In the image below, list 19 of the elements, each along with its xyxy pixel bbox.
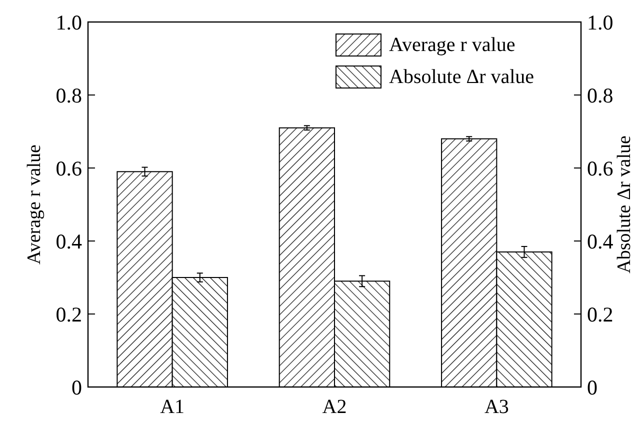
y2-axis-title: Absolute Δr value (614, 136, 635, 274)
y2-tick-label: 0.8 (587, 83, 614, 108)
x-tick-label: A1 (160, 396, 185, 418)
y2-tick-label: 0 (587, 375, 598, 400)
y-tick-label: 0.4 (56, 229, 82, 254)
y-tick-label: 0.8 (56, 83, 82, 108)
y-tick-label: 0.6 (56, 156, 82, 180)
x-tick-label: A3 (484, 396, 509, 418)
y-tick-label: 0 (72, 375, 82, 400)
y2-tick-label: 0.6 (587, 156, 614, 180)
y2-tick-label: 0.2 (587, 302, 614, 326)
x-tick-label: A2 (322, 396, 347, 418)
y-tick-label: 0.2 (56, 302, 82, 326)
legend-label: Average r value (389, 34, 516, 56)
y-axis-title: Average r value (24, 144, 45, 264)
y2-tick-label: 0.4 (587, 229, 614, 254)
y2-tick-label: 1.0 (587, 10, 614, 34)
y-tick-label: 1.0 (56, 10, 82, 34)
legend-label: Absolute Δr value (389, 66, 534, 88)
